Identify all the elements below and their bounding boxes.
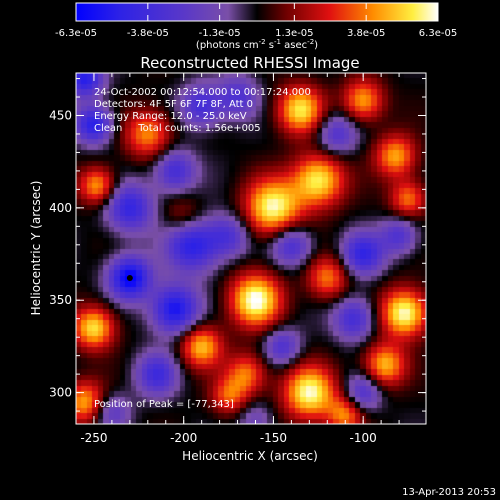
x-tick-label: -250 [80, 431, 107, 445]
y-tick-label: 300 [49, 386, 72, 400]
annotation-counts: Clean Total counts: 1.56e+005 [94, 123, 261, 134]
x-tick-label: -100 [350, 431, 377, 445]
y-axis-label: Heliocentric Y (arcsec) [29, 181, 43, 316]
colorbar-tick-label: -1.3e-05 [199, 28, 241, 39]
annotation-time: 24-Oct-2002 00:12:54.000 to 00:17:24.000 [94, 87, 311, 98]
y-tick-label: 450 [49, 108, 72, 122]
heatmap-image [76, 73, 426, 424]
axis-ticks: -250 -200 -150 -100 300 350 400 450 [49, 73, 426, 445]
annotation-energy: Energy Range: 12.0 - 25.0 keV [94, 111, 247, 122]
colorbar-tick-label: -6.3e-05 [55, 28, 97, 39]
annotation-detectors: Detectors: 4F 5F 6F 7F 8F, Att 0 [94, 99, 253, 110]
peak-marker [126, 275, 133, 282]
peak-label: Position of Peak = [-77,343] [94, 399, 234, 410]
x-axis-label: Heliocentric X (arcsec) [182, 449, 318, 463]
x-tick-label: -200 [170, 431, 197, 445]
colorbar-tick-label: 1.3e-05 [275, 28, 313, 39]
annotation-block: 24-Oct-2002 00:12:54.000 to 00:17:24.000… [94, 87, 311, 134]
footer-timestamp: 13-Apr-2013 20:53 [402, 487, 496, 498]
colorbar-tick-label: 3.8e-05 [347, 28, 385, 39]
y-tick-label: 350 [49, 293, 72, 307]
y-tick-label: 400 [49, 201, 72, 215]
colorbar-unit: (photons cm-2 s-1 asec-2) [196, 38, 318, 51]
colorbar-tick-label: -3.8e-05 [127, 28, 169, 39]
plot-frame [75, 72, 427, 425]
x-tick-label: -150 [260, 431, 287, 445]
chart-title: Reconstructed RHESSI Image [140, 54, 359, 72]
colorbar-tick-label: 6.3e-05 [419, 28, 457, 39]
colorbar [75, 2, 439, 22]
colorbar-ticks: -6.3e-05 -3.8e-05 -1.3e-05 1.3e-05 3.8e-05 6.… [55, 3, 457, 39]
